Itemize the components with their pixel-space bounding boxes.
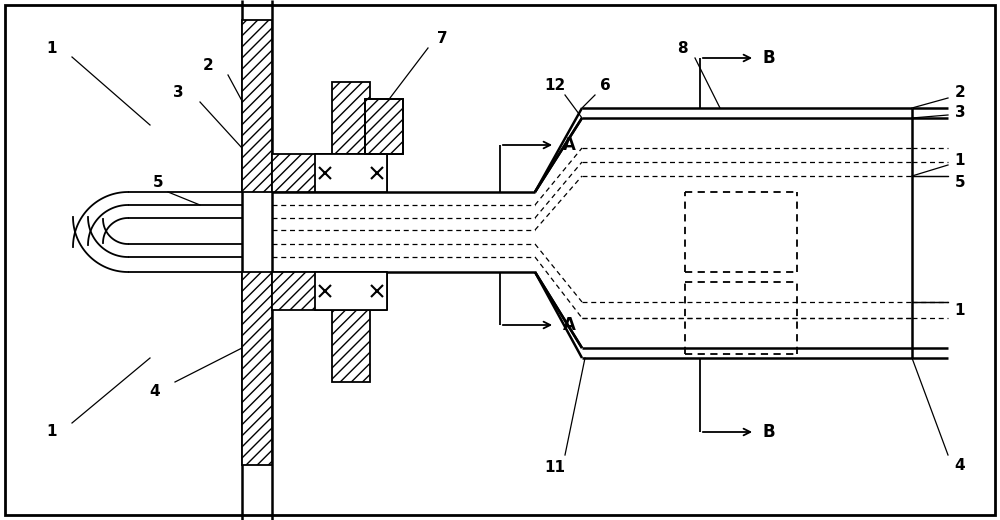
Text: 4: 4 (150, 384, 160, 399)
Text: 2: 2 (203, 58, 213, 72)
Text: 3: 3 (955, 105, 965, 120)
Text: 1: 1 (47, 424, 57, 439)
Text: A: A (563, 316, 576, 334)
Text: 2: 2 (955, 85, 965, 99)
Bar (315, 272, 387, 310)
Text: 5: 5 (153, 175, 163, 189)
Bar (272, 272, 370, 310)
Text: 4: 4 (955, 458, 965, 473)
Text: 5: 5 (955, 175, 965, 189)
Text: 6: 6 (600, 77, 610, 93)
Text: 3: 3 (173, 85, 183, 99)
Text: B: B (763, 423, 776, 441)
Bar (242, 20, 272, 192)
Text: B: B (763, 49, 776, 67)
Text: A: A (563, 136, 576, 154)
Text: 7: 7 (437, 31, 447, 46)
Text: 1: 1 (955, 303, 965, 318)
Text: 11: 11 (544, 461, 566, 475)
Bar (365, 99, 403, 154)
Bar (332, 310, 370, 382)
Text: 1: 1 (47, 41, 57, 56)
Text: 12: 12 (544, 77, 566, 93)
Bar (242, 272, 272, 465)
Text: 1: 1 (955, 152, 965, 167)
Bar (365, 99, 403, 154)
Bar (272, 154, 370, 192)
Bar (315, 154, 387, 192)
Bar (332, 82, 370, 154)
Text: 8: 8 (677, 41, 687, 56)
